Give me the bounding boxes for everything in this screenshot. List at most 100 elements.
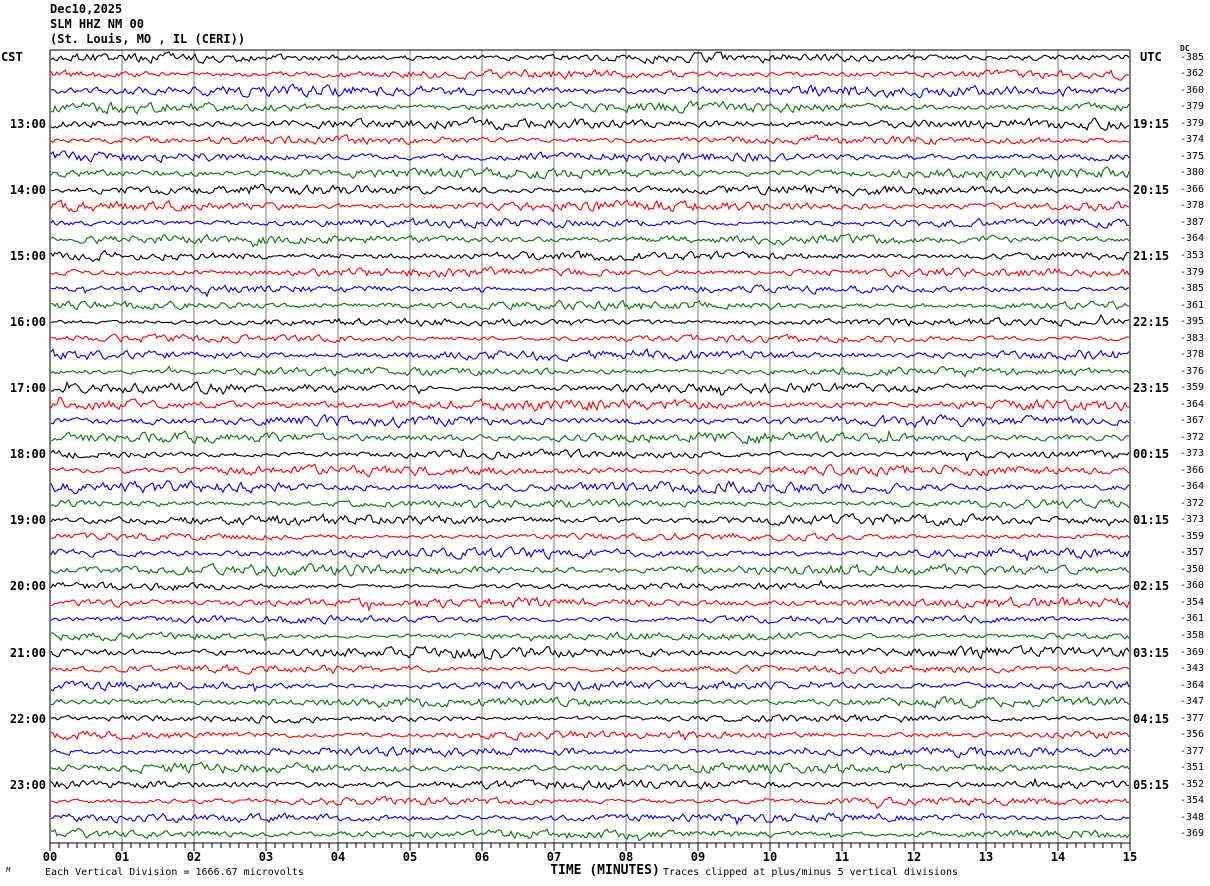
- dc-value: -367: [1180, 415, 1205, 427]
- seismogram-trace: [50, 498, 1130, 510]
- seismogram-trace: [50, 827, 1130, 842]
- seismogram-trace: [50, 479, 1130, 495]
- dc-value: -351: [1180, 762, 1205, 774]
- utc-hour-label: 04:15: [1133, 711, 1170, 726]
- cst-hour-label: 19:00: [9, 513, 46, 528]
- dc-value: -366: [1180, 183, 1205, 195]
- dc-value: -360: [1180, 84, 1205, 96]
- seismogram-trace: [50, 413, 1130, 429]
- utc-hour-label: 00:15: [1133, 447, 1170, 462]
- dc-value: -383: [1180, 332, 1205, 344]
- seismogram-trace: [50, 348, 1130, 363]
- left-timezone-label: CST: [1, 50, 23, 64]
- cst-hour-label: 23:00: [9, 777, 46, 792]
- utc-hour-label: 01:15: [1133, 513, 1170, 528]
- dc-value: -364: [1180, 233, 1205, 245]
- dc-value: -360: [1180, 580, 1205, 592]
- x-tick-label: 09: [690, 850, 706, 864]
- dc-value: -364: [1180, 481, 1205, 493]
- cst-hour-label: 14:00: [9, 182, 46, 197]
- seismogram-trace: [50, 679, 1130, 693]
- dc-value: -377: [1180, 745, 1205, 757]
- dc-value: -374: [1180, 134, 1205, 146]
- dc-value: -358: [1180, 629, 1205, 641]
- title-station: SLM HHZ NM 00: [50, 17, 144, 31]
- dc-value: -372: [1180, 497, 1205, 509]
- x-tick-label: 12: [906, 850, 922, 864]
- dc-value: -364: [1180, 398, 1205, 410]
- dc-value: -376: [1180, 365, 1205, 377]
- cst-hour-label: 18:00: [9, 447, 46, 462]
- dc-value: -352: [1180, 778, 1205, 790]
- scale-note: Each Vertical Division = 1666.67 microvo…: [45, 867, 304, 878]
- seismogram-trace: [51, 631, 1130, 643]
- seismogram-trace: [50, 777, 1130, 791]
- x-tick-label: 08: [618, 850, 634, 864]
- dc-value: -354: [1180, 596, 1205, 608]
- dc-value: -373: [1180, 448, 1205, 460]
- seismogram-trace: [50, 266, 1130, 278]
- dc-value: -379: [1180, 117, 1205, 129]
- seismogram-trace: [50, 695, 1130, 709]
- seismogram-trace: [50, 134, 1130, 146]
- seismogram-trace: [50, 397, 1130, 412]
- x-tick-label: 03: [258, 850, 274, 864]
- cst-hour-label: 20:00: [9, 579, 46, 594]
- seismogram-trace: [50, 284, 1130, 298]
- x-tick-label: 00: [42, 850, 58, 864]
- dc-value: -395: [1180, 316, 1205, 328]
- watermark: M: [6, 866, 11, 874]
- cst-hour-label: 16:00: [9, 315, 46, 330]
- utc-hour-label: 22:15: [1133, 315, 1170, 330]
- x-tick-label: 15: [1122, 850, 1138, 864]
- seismogram-trace: [50, 761, 1130, 775]
- dc-value: -353: [1180, 250, 1205, 261]
- clip-note: Traces clipped at plus/minus 5 vertical …: [663, 867, 959, 878]
- dc-value: -343: [1180, 663, 1205, 675]
- seismogram-trace: [50, 532, 1130, 542]
- x-tick-label: 14: [1050, 850, 1066, 864]
- title-date: Dec10,2025: [50, 2, 123, 16]
- seismogram-trace: [50, 83, 1130, 99]
- dc-value: -377: [1180, 712, 1205, 724]
- plot-border: [49, 49, 1131, 844]
- cst-hour-label: 13:00: [9, 116, 46, 131]
- seismogram-trace: [50, 365, 1130, 378]
- seismogram-trace: [50, 150, 1130, 164]
- seismogram-trace: [50, 116, 1130, 132]
- seismogram-trace: [50, 217, 1130, 230]
- seismogram-trace: [50, 746, 1130, 759]
- seismogram-trace: [50, 249, 1130, 263]
- dc-value: -356: [1180, 729, 1205, 741]
- utc-hour-label: 21:15: [1133, 249, 1170, 263]
- seismogram-trace: [50, 729, 1130, 741]
- utc-hour-label: 02:15: [1133, 579, 1170, 594]
- cst-hour-label: 15:00: [9, 249, 46, 263]
- seismogram-trace: [50, 579, 1130, 592]
- dc-value: -385: [1180, 51, 1205, 63]
- seismogram-trace: [50, 795, 1130, 810]
- dc-value: -357: [1180, 547, 1205, 559]
- dc-value: -361: [1180, 613, 1205, 625]
- utc-hour-label: 23:15: [1133, 381, 1170, 396]
- seismogram-trace: [50, 447, 1130, 462]
- x-tick-label: 11: [834, 850, 850, 864]
- dc-value: -362: [1180, 68, 1205, 80]
- dc-value: -354: [1180, 795, 1205, 807]
- dc-value: -373: [1180, 514, 1205, 526]
- seismogram-trace: [50, 333, 1130, 344]
- cst-hour-label: 22:00: [9, 711, 46, 726]
- seismogram-trace: [50, 166, 1130, 181]
- dc-value: -359: [1180, 530, 1205, 542]
- dc-value: -364: [1180, 679, 1205, 691]
- right-timezone-label: UTC: [1140, 50, 1162, 64]
- dc-value: -361: [1180, 299, 1205, 311]
- seismogram-trace: [50, 313, 1130, 327]
- dc-value: -385: [1180, 283, 1205, 295]
- seismogram-trace: [50, 614, 1130, 625]
- x-tick-label: 05: [402, 850, 418, 864]
- dc-value: -379: [1180, 101, 1205, 113]
- x-tick-label: 02: [186, 850, 202, 864]
